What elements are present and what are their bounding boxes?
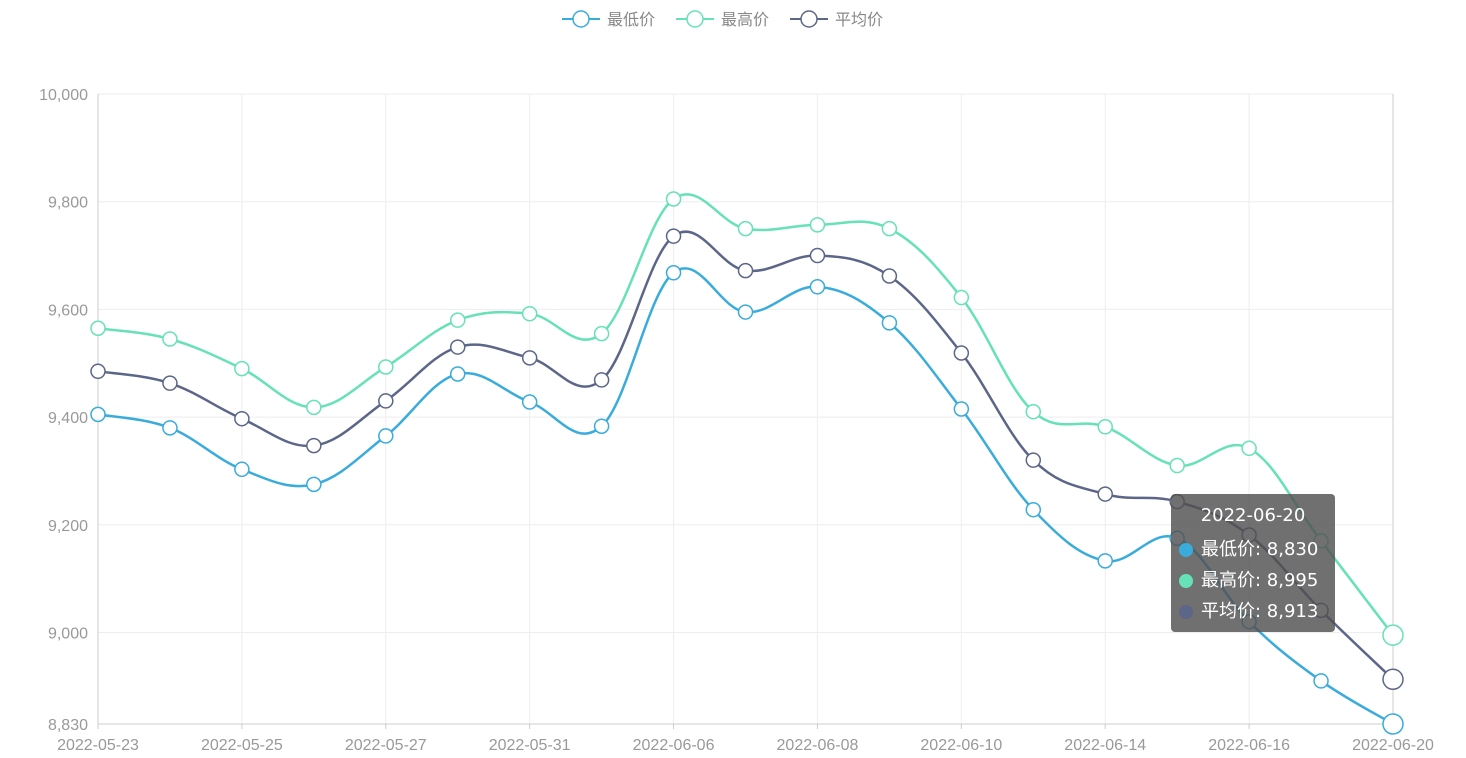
data-point[interactable] (162, 331, 178, 347)
tooltip-dot-avg (1179, 604, 1193, 619)
data-point[interactable] (1313, 673, 1329, 689)
data-point[interactable] (1169, 457, 1185, 474)
data-point[interactable] (234, 360, 250, 377)
data-point[interactable] (90, 320, 106, 336)
legend-item[interactable]: 平均价 (790, 10, 883, 29)
data-point[interactable] (234, 461, 250, 478)
data-point[interactable] (1097, 553, 1113, 569)
data-point[interactable] (1241, 440, 1257, 457)
data-point[interactable] (665, 265, 682, 281)
legend-label: 平均价 (835, 11, 883, 29)
data-point[interactable] (521, 350, 538, 366)
data-point[interactable] (665, 228, 682, 244)
series-lines (90, 191, 1404, 735)
tooltip-row-avg-label: 平均价: 8,913 (1201, 601, 1319, 622)
data-point[interactable] (1025, 452, 1042, 468)
y-tick-label: 9,800 (48, 195, 88, 212)
legend[interactable]: 最低价 最高价 平均价 (562, 10, 883, 29)
data-point[interactable] (234, 410, 250, 427)
x-tick-label: 2022-06-10 (920, 737, 1002, 754)
tooltip: 2022-06-20 最低价: 8,830 最高价: 8,995 平均价: 8,… (1171, 494, 1335, 632)
tooltip-dot-high (1179, 573, 1193, 588)
data-point[interactable] (521, 305, 538, 322)
data-point[interactable] (162, 375, 178, 391)
tooltip-row-high-label: 最高价: 8,995 (1201, 570, 1319, 591)
data-point[interactable] (881, 315, 898, 331)
data-point[interactable] (1382, 668, 1404, 691)
data-point[interactable] (1382, 713, 1404, 735)
legend-circle-icon (800, 10, 818, 28)
data-point[interactable] (449, 312, 466, 328)
x-tick-label: 2022-05-27 (345, 737, 427, 754)
data-point[interactable] (1025, 501, 1042, 518)
x-tick-label: 2022-05-25 (201, 737, 283, 754)
legend-label: 最低价 (607, 11, 655, 29)
data-point[interactable] (306, 399, 322, 416)
data-point[interactable] (593, 325, 610, 342)
y-tick-label: 9,200 (48, 518, 88, 535)
series-1 (90, 191, 1404, 646)
data-point[interactable] (953, 401, 970, 417)
tooltip-dot-low (1179, 542, 1193, 557)
data-point[interactable] (665, 191, 682, 207)
data-point[interactable] (809, 217, 826, 233)
data-point[interactable] (449, 366, 466, 382)
data-point[interactable] (162, 420, 178, 436)
data-point[interactable] (737, 262, 754, 279)
data-point[interactable] (90, 406, 106, 423)
x-tick-label: 2022-05-31 (489, 737, 571, 754)
data-point[interactable] (378, 359, 394, 375)
y-tick-label: 10,000 (39, 87, 88, 104)
legend-circle-icon (686, 10, 704, 28)
tooltip-row-low: 最低价: 8,830 (1179, 534, 1327, 565)
data-point[interactable] (593, 418, 610, 434)
data-point[interactable] (809, 247, 826, 264)
data-point[interactable] (1025, 403, 1042, 420)
data-point[interactable] (306, 437, 322, 454)
data-point[interactable] (953, 289, 970, 306)
data-point[interactable] (737, 304, 754, 320)
x-tick-label: 2022-06-08 (777, 737, 859, 754)
tooltip-title: 2022-06-20 (1200, 505, 1306, 526)
tooltip-row-avg: 平均价: 8,913 (1179, 596, 1327, 627)
data-point[interactable] (1097, 486, 1113, 502)
tooltip-row-low-label: 最低价: 8,830 (1201, 539, 1319, 560)
legend-item[interactable]: 最低价 (562, 10, 655, 29)
x-tick-label: 2022-05-23 (57, 737, 139, 754)
x-tick-label: 2022-06-16 (1208, 737, 1290, 754)
data-point[interactable] (1097, 419, 1113, 435)
data-point[interactable] (449, 339, 466, 355)
data-point[interactable] (378, 393, 394, 409)
axes: 8,830 9,000 9,200 9,400 9,600 9,800 10,000 2022… (39, 87, 1434, 754)
x-tick-label: 2022-06-20 (1352, 737, 1434, 754)
x-tick-label: 2022-06-14 (1064, 737, 1146, 754)
data-point[interactable] (378, 428, 394, 444)
data-point[interactable] (881, 220, 898, 237)
data-point[interactable] (809, 279, 826, 295)
legend-item[interactable]: 最高价 (676, 10, 769, 29)
data-point[interactable] (1382, 624, 1404, 646)
data-point[interactable] (593, 372, 610, 388)
data-point[interactable] (737, 220, 754, 237)
y-tick-label: 9,600 (48, 302, 88, 319)
data-point[interactable] (90, 363, 106, 380)
legend-circle-icon (572, 10, 590, 28)
x-tick-label: 2022-06-06 (633, 737, 715, 754)
data-point[interactable] (881, 268, 898, 284)
y-tick-label: 9,000 (48, 625, 88, 642)
data-point[interactable] (953, 345, 970, 361)
tooltip-row-high: 最高价: 8,995 (1179, 565, 1327, 596)
y-tick-label: 8,830 (48, 717, 88, 734)
data-point[interactable] (306, 476, 322, 493)
data-point[interactable] (521, 394, 538, 410)
y-tick-label: 9,400 (48, 410, 88, 427)
legend-label: 最高价 (721, 11, 769, 29)
